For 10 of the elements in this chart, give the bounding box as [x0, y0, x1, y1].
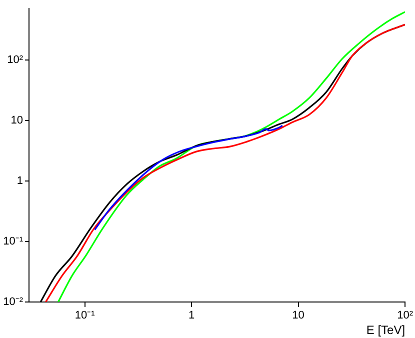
x-axis-title: E [TeV]	[366, 323, 406, 338]
x-tick-label: 10	[292, 310, 304, 322]
y-tick-label: 10⁻¹	[3, 235, 24, 248]
y-tick-label: 10⁻²	[3, 296, 24, 308]
x-tick-label: 10²	[397, 310, 414, 322]
y-tick-label: 10²	[7, 54, 24, 66]
y-tick-label: 10	[10, 114, 23, 126]
x-tick-label: 10⁻¹	[74, 310, 96, 322]
x-tick-label: 1	[188, 310, 195, 322]
y-tick-label: 1	[16, 174, 23, 187]
